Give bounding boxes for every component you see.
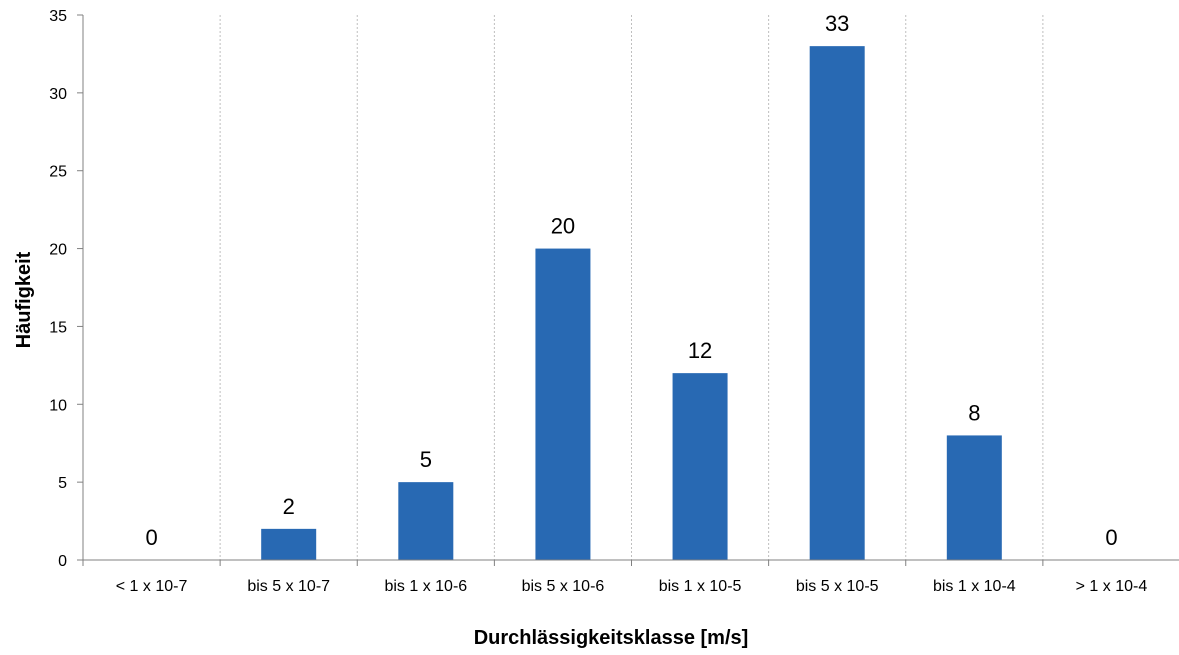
y-tick-labels: 0 5 10 15 20 25 30 35 [49, 8, 67, 570]
bar [672, 373, 728, 560]
x-tick-label: bis 5 x 10-5 [796, 578, 879, 595]
x-tick-label: bis 5 x 10-7 [247, 578, 330, 595]
data-label: 5 [420, 447, 432, 472]
axes [77, 14, 1179, 566]
data-labels: 0 2 5 20 12 33 8 0 [145, 11, 1117, 550]
x-tick-label: bis 1 x 10-5 [659, 578, 742, 595]
bar [398, 482, 454, 560]
y-axis-title: Häufigkeit [13, 251, 35, 348]
x-tick-labels: < 1 x 10-7 bis 5 x 10-7 bis 1 x 10-6 bis 5 … [116, 578, 1148, 595]
category-gridlines [219, 15, 1044, 560]
x-tick-label: bis 5 x 10-6 [522, 578, 605, 595]
x-tick-label: bis 1 x 10-6 [384, 578, 467, 595]
x-tick-label: < 1 x 10-7 [116, 578, 188, 595]
y-tick-label: 5 [58, 475, 67, 492]
bar [261, 528, 317, 560]
data-label: 2 [283, 494, 295, 519]
y-tick-label: 30 [49, 86, 67, 103]
y-tick-label: 35 [49, 8, 67, 25]
data-label: 33 [825, 11, 849, 36]
x-axis-title: Durchlässigkeitsklasse [m/s] [474, 627, 749, 649]
x-tick-label: > 1 x 10-4 [1076, 578, 1148, 595]
y-tick-label: 0 [58, 553, 67, 570]
bar [946, 435, 1002, 560]
y-tick-label: 25 [49, 164, 67, 181]
x-tick-label: bis 1 x 10-4 [933, 578, 1016, 595]
data-label: 0 [1105, 525, 1117, 550]
y-tick-label: 10 [49, 397, 67, 414]
y-tick-label: 20 [49, 242, 67, 259]
bar [809, 46, 865, 560]
bars [261, 46, 1002, 561]
data-label: 0 [145, 525, 157, 550]
data-label: 20 [551, 214, 575, 239]
y-tick-label: 15 [49, 319, 67, 336]
data-label: 12 [688, 338, 712, 363]
data-label: 8 [968, 400, 980, 425]
bar [535, 248, 591, 561]
